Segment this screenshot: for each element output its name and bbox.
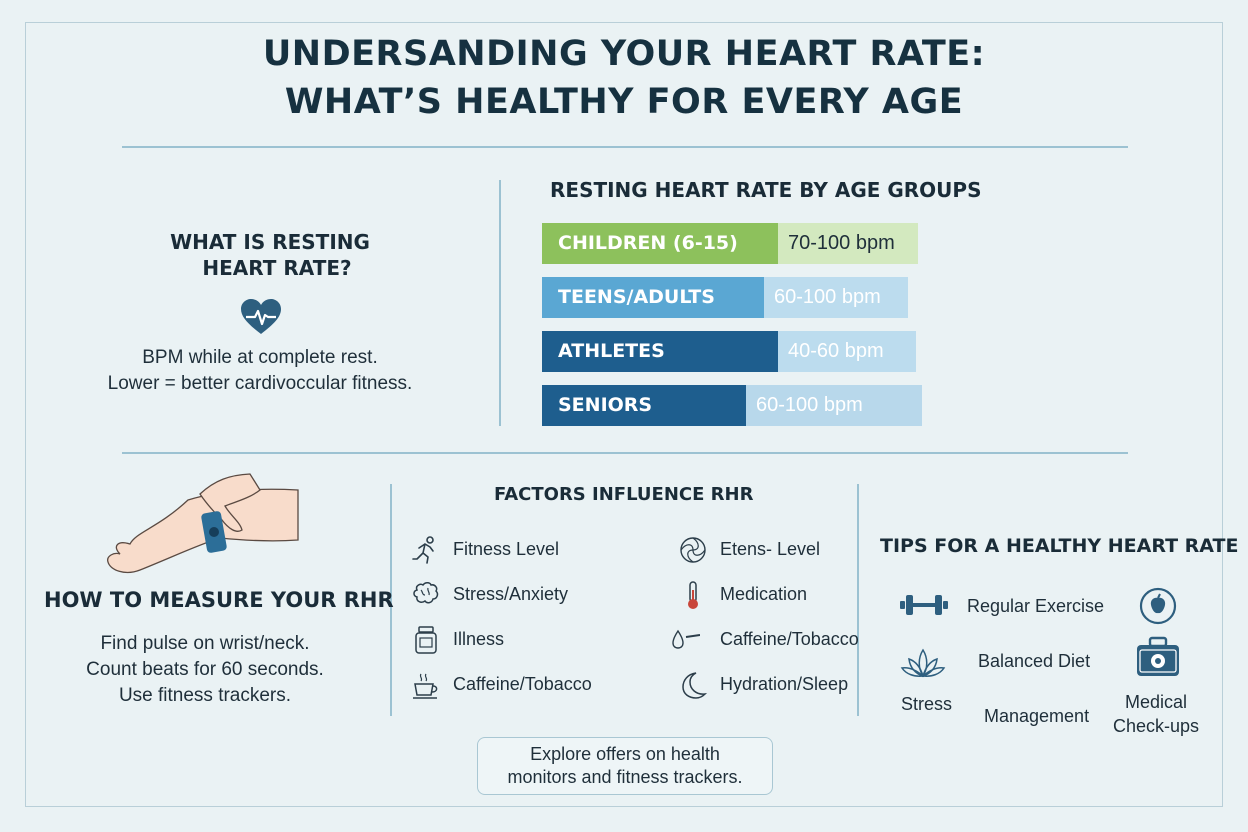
- tips-heading: TIPS FOR A HEALTHY HEART RATE: [880, 535, 1239, 557]
- tip-balanced-diet: Balanced Diet: [978, 651, 1091, 671]
- heart-pulse-icon: [240, 298, 282, 336]
- running-icon: [412, 536, 434, 564]
- infographic-frame: [25, 22, 1223, 807]
- age-range-children: 70-100 bpm: [778, 223, 918, 264]
- divider-vertical-right: [857, 484, 859, 716]
- tip-medical-checkups: Medical Check-ups: [1108, 690, 1204, 738]
- factor-label: Etens- Level: [720, 539, 821, 559]
- factor-label: Hydration/Sleep: [720, 674, 849, 694]
- tip-medical-line1: Medical: [1124, 692, 1188, 712]
- factor-label: Caffeine/Tobacco: [453, 674, 592, 694]
- what-is-desc-line2: Lower = better cardivoccular fitness.: [107, 373, 413, 394]
- coffee-cup-icon: [413, 673, 438, 699]
- factor-label: Caffeine/Tobacco: [720, 629, 859, 649]
- lotus-icon: [900, 646, 946, 682]
- measure-step-1: Find pulse on wrist/neck.: [100, 633, 310, 654]
- age-label-seniors: SENIORS: [542, 385, 746, 426]
- tip-management: Management: [984, 706, 1090, 726]
- wrist-pulse-icon: [100, 470, 302, 580]
- measure-steps: Find pulse on wrist/neck. Count beats fo…: [55, 631, 355, 709]
- what-is-description: BPM while at complete rest. Lower = bett…: [100, 345, 420, 397]
- offer-line2: monitors and fitness trackers.: [507, 767, 743, 787]
- brain-icon: [413, 582, 439, 604]
- apple-badge-icon: [1139, 587, 1177, 625]
- age-range-teens-adults: 60-100 bpm: [764, 277, 908, 318]
- factors-heading: FACTORS INFLUENCE RHR: [494, 484, 754, 505]
- age-bar-seniors: 60-100 bpm SENIORS: [542, 385, 922, 426]
- factor-label: Fitness Level: [453, 539, 560, 559]
- factor-label: Illness: [453, 629, 505, 649]
- age-bar-athletes: 40-60 bpm ATHLETES: [542, 331, 916, 372]
- age-label-children: CHILDREN (6-15): [542, 223, 778, 264]
- factor-label: Stress/Anxiety: [453, 584, 569, 604]
- age-bar-children: 70-100 bpm CHILDREN (6-15): [542, 223, 918, 264]
- page-title-line1: UNDERSANDING YOUR HEART RATE:: [262, 34, 986, 74]
- measure-step-3: Use fitness trackers.: [118, 685, 292, 706]
- tip-regular-exercise: Regular Exercise: [967, 596, 1105, 616]
- what-is-heading: WHAT IS RESTING HEART RATE?: [140, 229, 400, 281]
- what-is-heading-line1: WHAT IS RESTING: [170, 230, 370, 254]
- what-is-desc-line1: BPM while at complete rest.: [142, 347, 378, 368]
- medical-kit-icon: [1135, 636, 1181, 678]
- measure-heading: HOW TO MEASURE YOUR RHR: [44, 588, 394, 612]
- divider-vertical-left: [390, 484, 392, 716]
- age-bar-teens-adults: 60-100 bpm TEENS/ADULTS: [542, 277, 908, 318]
- medicine-bottle-icon: [415, 626, 437, 654]
- age-groups-heading: RESTING HEART RATE BY AGE GROUPS: [550, 178, 982, 202]
- swirl-icon: [680, 537, 706, 563]
- divider-top: [122, 146, 1128, 148]
- divider-middle: [122, 452, 1128, 454]
- offer-banner[interactable]: Explore offers on health monitors and fi…: [477, 737, 773, 795]
- tip-medical-line2: Check-ups: [1112, 716, 1200, 736]
- page-title-line2: WHAT’S HEALTHY FOR EVERY AGE: [284, 82, 964, 122]
- offer-line1: Explore offers on health: [530, 744, 720, 764]
- measure-step-2: Count beats for 60 seconds.: [86, 659, 324, 680]
- thermometer-icon: [688, 581, 698, 609]
- age-range-athletes: 40-60 bpm: [778, 331, 916, 372]
- dumbbell-icon: [898, 591, 950, 619]
- drop-cigarette-icon: [672, 629, 700, 649]
- what-is-heading-line2: HEART RATE?: [202, 256, 352, 280]
- age-label-athletes: ATHLETES: [542, 331, 778, 372]
- moon-icon: [682, 672, 708, 699]
- divider-vertical-top: [499, 180, 501, 426]
- age-range-seniors: 60-100 bpm: [746, 385, 922, 426]
- age-label-teens-adults: TEENS/ADULTS: [542, 277, 764, 318]
- factor-label: Medication: [720, 584, 808, 604]
- tip-stress: Stress: [901, 694, 953, 714]
